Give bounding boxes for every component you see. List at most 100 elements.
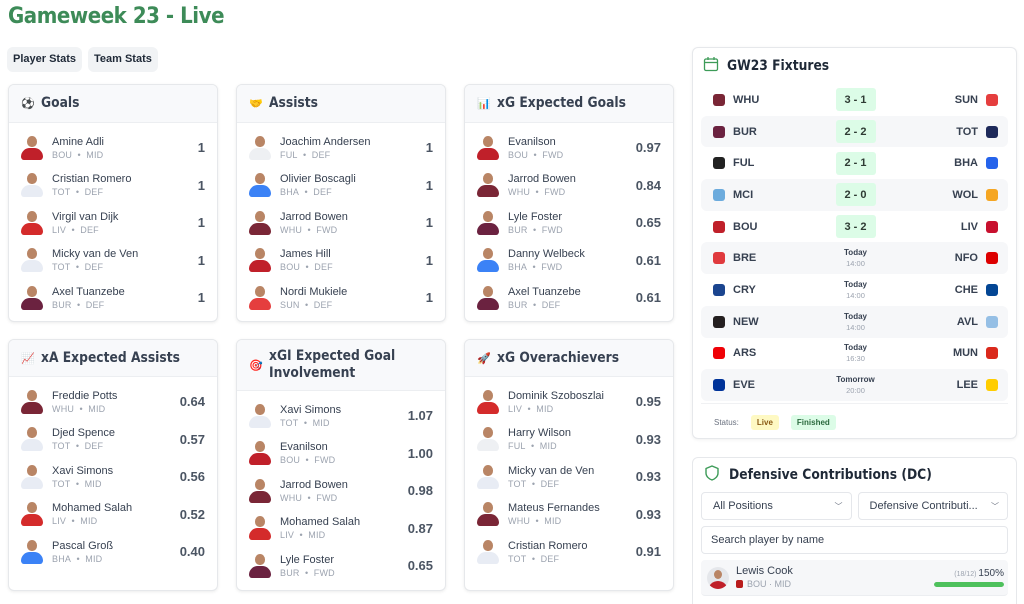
home-team: BUR xyxy=(733,125,757,138)
target-icon: 🎯 xyxy=(249,359,263,372)
home-crest-icon xyxy=(713,283,725,296)
fixture-row[interactable]: EVE Tomorrow 20:00 LEE xyxy=(701,369,1008,401)
avatar xyxy=(249,403,271,428)
position-select[interactable]: All Positions ﹀ xyxy=(701,492,852,520)
player-row[interactable]: Pascal Groß BHA • MID 0.40 xyxy=(9,533,217,571)
player-name: Evanilson xyxy=(280,441,328,454)
player-name: Nordi Mukiele xyxy=(280,285,348,298)
player-row[interactable]: Micky van de Ven TOT • DEF 1 xyxy=(9,242,217,280)
fixture-row[interactable]: BRE Today 14:00 NFO xyxy=(701,242,1008,275)
player-row[interactable]: Danny Welbeck BHA • FWD 0.61 xyxy=(465,242,673,280)
player-meta: TOT • DEF xyxy=(508,478,560,489)
chevron-down-icon: ﹀ xyxy=(834,501,843,511)
player-meta: SUN • DEF xyxy=(280,299,333,310)
player-row[interactable]: Xavi Simons TOT • MID 1.07 xyxy=(237,397,445,435)
stat-value: 0.95 xyxy=(635,394,661,410)
avatar xyxy=(477,210,499,235)
avatar xyxy=(21,173,43,198)
player-row[interactable]: Lyle Foster BUR • FWD 0.65 xyxy=(237,547,445,585)
player-row[interactable]: Jarrod Bowen WHU • FWD 0.84 xyxy=(465,167,673,205)
home-team: MCI xyxy=(733,188,754,201)
player-row[interactable]: Joachim Andersen FUL • DEF 1 xyxy=(237,129,445,167)
player-meta: BOU • FWD xyxy=(508,149,564,160)
line-chart-icon: 📈 xyxy=(21,352,35,365)
away-team: LIV xyxy=(960,220,978,233)
away-crest-icon xyxy=(986,347,998,360)
fixture-row[interactable]: WHU 3 - 1 SUN xyxy=(701,84,1008,116)
player-row[interactable]: Cristian Romero TOT • DEF 0.91 xyxy=(465,533,673,571)
away-crest-icon xyxy=(986,93,998,106)
fixture-row[interactable]: CRY Today 14:00 CHE xyxy=(701,274,1008,306)
player-meta: WHU • MID xyxy=(52,403,106,414)
away-team: BHA xyxy=(954,157,978,170)
player-row[interactable]: Freddie Potts WHU • MID 0.64 xyxy=(9,383,217,421)
player-row[interactable]: Lyle Foster BUR • FWD 0.65 xyxy=(465,204,673,242)
player-name: Freddie Potts xyxy=(52,389,118,402)
position-select-value: All Positions xyxy=(713,500,773,512)
stat-value: 0.65 xyxy=(407,558,433,574)
stat-value: 1 xyxy=(197,290,205,306)
player-name: Xavi Simons xyxy=(280,403,342,416)
player-meta: BHA • FWD xyxy=(508,262,563,273)
player-row[interactable]: Xavi Simons TOT • MID 0.56 xyxy=(9,458,217,496)
player-name: Axel Tuanzebe xyxy=(508,285,581,298)
player-row[interactable]: Jarrod Bowen WHU • FWD 1 xyxy=(237,204,445,242)
tab-player-stats[interactable]: Player Stats xyxy=(7,47,82,72)
player-row[interactable]: Cristian Romero TOT • DEF 1 xyxy=(9,167,217,205)
player-row[interactable]: Jarrod Bowen WHU • FWD 0.98 xyxy=(237,472,445,510)
player-meta: WHU • FWD xyxy=(280,492,338,503)
stat-value: 1 xyxy=(425,177,433,193)
fixture-row[interactable]: BUR 2 - 2 TOT xyxy=(701,115,1008,148)
player-meta: LIV • DEF xyxy=(52,224,99,235)
player-name: Evanilson xyxy=(508,135,556,148)
home-team: NEW xyxy=(733,315,759,328)
stat-value: 0.52 xyxy=(179,506,205,522)
fixture-row[interactable]: BOU 3 - 2 LIV xyxy=(701,211,1008,243)
player-name: Cristian Romero xyxy=(508,539,588,552)
home-crest-icon xyxy=(713,379,725,392)
metric-select[interactable]: Defensive Contributi... ﹀ xyxy=(857,492,1008,520)
player-row[interactable]: Dominik Szoboszlai LIV • MID 0.95 xyxy=(465,383,673,421)
score-badge: 2 - 0 xyxy=(835,183,876,207)
player-row[interactable]: Nordi Mukiele SUN • DEF 1 xyxy=(237,279,445,317)
player-name: Xavi Simons xyxy=(52,464,114,477)
avatar xyxy=(249,478,271,503)
player-row[interactable]: Axel Tuanzebe BUR • DEF 1 xyxy=(9,279,217,317)
player-name: Lyle Foster xyxy=(280,553,335,566)
stat-value: 0.93 xyxy=(635,431,661,447)
player-name: Joachim Andersen xyxy=(280,135,371,148)
player-search-input[interactable]: Search player by name xyxy=(701,526,1008,554)
tab-team-stats[interactable]: Team Stats xyxy=(87,47,158,72)
player-meta: BUR • DEF xyxy=(52,299,105,310)
player-name: Jarrod Bowen xyxy=(508,173,576,186)
player-row[interactable]: Olivier Boscagli BHA • DEF 1 xyxy=(237,167,445,205)
player-row[interactable]: Mohamed Salah LIV • MID 0.87 xyxy=(237,510,445,548)
avatar xyxy=(249,516,271,541)
fixture-time: 14:00 xyxy=(846,322,865,332)
dc-player-row[interactable]: Lewis Cook BOU · MID (18/12) 150% xyxy=(701,560,1008,596)
player-row[interactable]: Harry Wilson FUL • MID 0.93 xyxy=(465,421,673,459)
avatar xyxy=(21,464,43,489)
avatar xyxy=(21,502,43,527)
player-row[interactable]: James Hill BOU • DEF 1 xyxy=(237,242,445,280)
home-team: CRY xyxy=(733,283,756,296)
stat-value: 0.93 xyxy=(635,469,661,485)
score-badge: 3 - 1 xyxy=(835,88,876,112)
player-row[interactable]: Mohamed Salah LIV • MID 0.52 xyxy=(9,496,217,534)
fixture-row[interactable]: ARS Today 16:30 MUN xyxy=(701,338,1008,370)
player-row[interactable]: Mateus Fernandes WHU • MID 0.93 xyxy=(465,496,673,534)
player-row[interactable]: Micky van de Ven TOT • DEF 0.93 xyxy=(465,458,673,496)
fixture-row[interactable]: FUL 2 - 1 BHA xyxy=(701,147,1008,179)
player-row[interactable]: Axel Tuanzebe BUR • DEF 0.61 xyxy=(465,279,673,317)
stat-value: 1 xyxy=(425,140,433,156)
player-row[interactable]: Amine Adli BOU • MID 1 xyxy=(9,129,217,167)
away-crest-icon xyxy=(986,315,998,328)
player-row[interactable]: Evanilson BOU • FWD 1.00 xyxy=(237,435,445,473)
dc-progress-bar xyxy=(934,582,1004,587)
player-row[interactable]: Djed Spence TOT • DEF 0.57 xyxy=(9,421,217,459)
fixture-row[interactable]: NEW Today 14:00 AVL xyxy=(701,305,1008,338)
player-row[interactable]: Evanilson BOU • FWD 0.97 xyxy=(465,129,673,167)
player-row[interactable]: Virgil van Dijk LIV • DEF 1 xyxy=(9,204,217,242)
fixture-row[interactable]: MCI 2 - 0 WOL xyxy=(701,179,1008,211)
away-team: LEE xyxy=(956,379,978,392)
